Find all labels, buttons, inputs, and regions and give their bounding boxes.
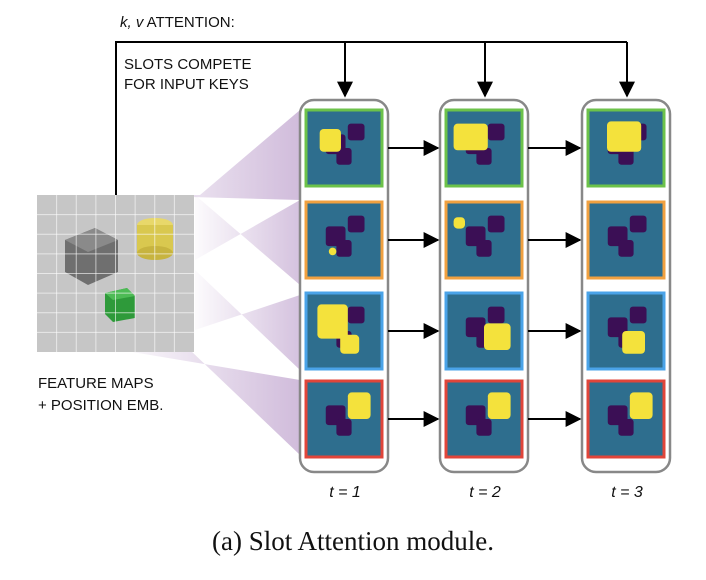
slot-column-1 <box>298 98 390 474</box>
slot-mask-t3-s1 <box>586 108 666 188</box>
time-label-1: t = 1 <box>329 484 361 501</box>
compete-line-2: FOR INPUT KEYS <box>124 76 249 93</box>
slot-mask-t2-s2 <box>444 200 524 280</box>
slot-mask-t1-s4 <box>304 379 384 459</box>
slot-mask-t2-s4 <box>444 379 524 459</box>
slot-mask-t3-s3 <box>586 291 666 371</box>
time-label-2: t = 2 <box>469 484 501 501</box>
feature-map-image <box>37 195 194 352</box>
slot-mask-t1-s2 <box>304 200 384 280</box>
slot-mask-t2-s3 <box>444 291 524 371</box>
slot-column-3 <box>580 98 672 474</box>
feature-line-2: + POSITION EMB. <box>38 397 164 414</box>
slot-mask-t3-s4 <box>586 379 666 459</box>
figure-caption: (a) Slot Attention module. <box>212 526 494 556</box>
compete-line-1: SLOTS COMPETE <box>124 56 252 73</box>
attention-label-kv: k, v <box>120 14 144 31</box>
column-frame-1 <box>298 98 390 474</box>
feature-line-1: FEATURE MAPS <box>38 375 154 392</box>
slot-mask-t2-s1 <box>444 108 524 188</box>
projection-fans <box>120 110 300 455</box>
slot-mask-t3-s2 <box>586 200 666 280</box>
attention-line <box>115 41 627 195</box>
slot-mask-t1-s1 <box>304 108 384 188</box>
slot-mask-t1-s3 <box>304 291 384 371</box>
attention-label-rest: ATTENTION: <box>143 14 235 31</box>
column-frame-2 <box>438 98 530 474</box>
column-frame-3 <box>580 98 672 474</box>
attention-label: k, v ATTENTION: <box>120 12 235 34</box>
time-label-3: t = 3 <box>611 484 643 501</box>
slot-column-2 <box>438 98 530 474</box>
